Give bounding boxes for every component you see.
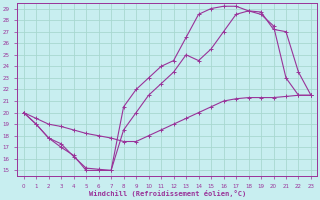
X-axis label: Windchill (Refroidissement éolien,°C): Windchill (Refroidissement éolien,°C) [89,190,246,197]
